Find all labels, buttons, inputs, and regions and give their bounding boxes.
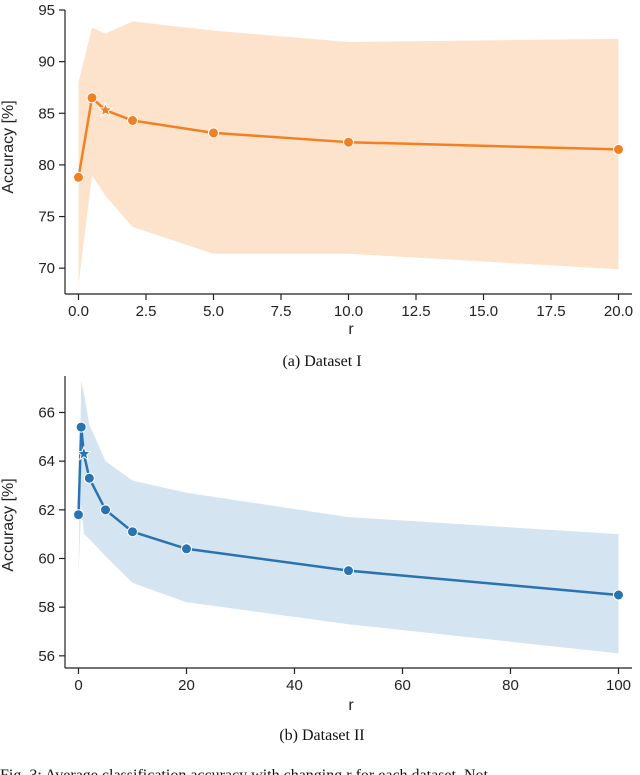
data-point: [613, 589, 624, 601]
chart-dataset-1: 0.0 2.5 5.0 7.5 10.0 12.5 15.0 17.5 20.0 70 75 80 85…: [0, 2, 633, 370]
x-axis-label-dataset-2: r: [348, 697, 354, 714]
x-axis-label-dataset-1: r: [348, 321, 354, 338]
x-tick-label: 0.0: [68, 303, 89, 320]
y-tick-label: 95: [38, 2, 55, 19]
x-tick-label: 10.0: [334, 303, 363, 320]
x-tick-label: 40: [286, 677, 303, 694]
x-tick-label: 80: [502, 677, 519, 694]
data-point: [100, 504, 111, 516]
data-point: [83, 472, 95, 484]
data-point: [343, 565, 354, 577]
y-tick-label: 75: [38, 209, 55, 226]
y-tick-label: 70: [38, 260, 55, 277]
figure-footer-text: Fig. 3: Average classification accuracy …: [0, 767, 489, 775]
x-tick-label: 0: [74, 677, 82, 694]
x-tick-label: 12.5: [401, 303, 430, 320]
x-tick-label: 15.0: [469, 303, 498, 320]
x-tick-label: 20.0: [604, 303, 633, 320]
data-point: [208, 127, 219, 139]
series-dataset-1: [73, 92, 624, 183]
y-axis-label-dataset-2: Accuracy [%]: [0, 478, 17, 571]
axes-dataset-2: 0 20 40 60 80 100 56 58 60 62 64 66: [38, 376, 632, 694]
confidence-band-dataset-1: [78, 21, 619, 285]
y-tick-label: 60: [38, 551, 55, 568]
x-tick-label: 20: [178, 677, 195, 694]
caption-dataset-1: (a) Dataset I: [282, 353, 361, 370]
data-point: [127, 526, 138, 538]
data-point: [127, 115, 138, 127]
highlight-star-marker: [97, 101, 114, 117]
y-tick-label: 58: [38, 599, 55, 616]
y-tick-label: 64: [38, 453, 55, 470]
y-tick-label: 62: [38, 502, 55, 519]
y-tick-label: 85: [38, 105, 55, 122]
data-point: [613, 143, 624, 155]
data-point: [73, 171, 84, 183]
x-tick-label: 17.5: [536, 303, 565, 320]
y-tick-label: 80: [38, 157, 55, 174]
series-dataset-2: [73, 421, 624, 601]
confidence-band-area: [78, 21, 619, 285]
y-tick-label: 66: [38, 405, 55, 422]
y-tick-label: 56: [38, 648, 55, 665]
caption-dataset-2: (b) Dataset II: [279, 727, 364, 744]
x-tick-label: 100: [606, 677, 631, 694]
data-point: [181, 543, 192, 555]
highlight-star-marker: [75, 445, 92, 461]
axes-dataset-1: 0.0 2.5 5.0 7.5 10.0 12.5 15.0 17.5 20.0 70 75 80 85…: [38, 2, 633, 320]
data-point: [343, 136, 354, 148]
x-tick-label: 60: [394, 677, 411, 694]
data-point: [75, 421, 87, 433]
y-axis-label-dataset-1: Accuracy [%]: [0, 100, 17, 193]
y-tick-label: 90: [38, 54, 55, 71]
confidence-band-area: [78, 380, 619, 654]
data-point: [73, 509, 84, 521]
x-tick-label: 5.0: [203, 303, 224, 320]
x-tick-label: 2.5: [136, 303, 157, 320]
confidence-band-dataset-2: [78, 380, 619, 654]
data-point: [86, 92, 98, 104]
x-tick-label: 7.5: [271, 303, 292, 320]
